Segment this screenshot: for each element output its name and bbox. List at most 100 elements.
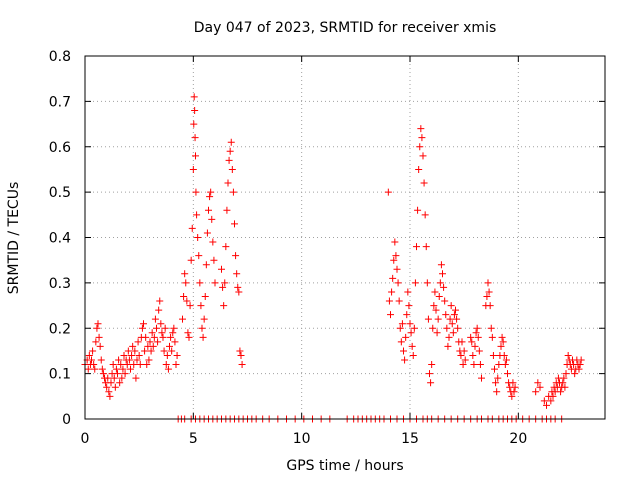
data-point — [223, 206, 231, 214]
data-point — [472, 329, 480, 337]
data-point — [97, 356, 105, 364]
data-point — [188, 224, 196, 232]
data-point — [431, 288, 439, 296]
data-point — [547, 397, 555, 405]
data-point — [576, 361, 584, 369]
data-point — [442, 311, 450, 319]
data-point — [105, 388, 113, 396]
data-point — [156, 297, 164, 305]
axis-ticks — [84, 55, 605, 420]
data-point — [195, 252, 203, 260]
x-tick-label: 10 — [293, 431, 311, 447]
data-point — [389, 274, 397, 282]
data-point — [454, 324, 462, 332]
data-point — [196, 279, 204, 287]
data-point — [155, 306, 163, 314]
data-point — [133, 356, 141, 364]
data-point — [229, 188, 237, 196]
data-point — [428, 361, 436, 369]
data-point — [395, 297, 403, 305]
data-point — [419, 152, 427, 160]
data-point — [457, 351, 465, 359]
data-point — [424, 315, 432, 323]
data-point — [132, 374, 140, 382]
data-point — [90, 361, 98, 369]
data-point — [467, 333, 475, 341]
data-point — [91, 365, 99, 373]
data-point — [436, 279, 444, 287]
y-tick-label: 0.2 — [49, 321, 71, 337]
data-point — [410, 324, 418, 332]
data-point — [221, 279, 229, 287]
data-point — [148, 329, 156, 337]
data-point — [536, 383, 544, 391]
data-point — [494, 374, 502, 382]
data-point — [437, 261, 445, 269]
data-point — [474, 333, 482, 341]
x-tick-label: 5 — [189, 431, 198, 447]
data-point — [145, 356, 153, 364]
data-point — [228, 165, 236, 173]
data-point — [511, 383, 519, 391]
data-point — [470, 361, 478, 369]
data-point — [146, 338, 154, 346]
data-point — [168, 347, 176, 355]
data-point — [414, 206, 422, 214]
data-point — [218, 265, 225, 273]
data-point — [128, 351, 136, 359]
data-point — [142, 333, 150, 341]
data-point — [452, 306, 459, 314]
data-point — [458, 338, 466, 346]
data-point — [121, 370, 129, 378]
y-tick-label: 0.3 — [49, 276, 71, 292]
data-point — [191, 134, 199, 142]
data-point — [151, 315, 159, 323]
data-point — [430, 302, 438, 310]
data-point — [173, 351, 181, 359]
data-point — [181, 270, 189, 278]
data-point — [415, 165, 423, 173]
data-point — [189, 165, 197, 173]
data-point — [111, 383, 119, 391]
y-tick-label: 0 — [62, 412, 71, 428]
data-point — [402, 333, 410, 341]
data-point — [203, 229, 211, 237]
data-point — [445, 333, 453, 341]
data-point — [422, 243, 430, 251]
data-point — [571, 370, 579, 378]
data-point — [158, 329, 166, 337]
data-point — [200, 315, 208, 323]
data-point — [398, 320, 406, 328]
data-point — [119, 365, 127, 373]
data-point — [499, 338, 507, 346]
data-point — [93, 324, 101, 332]
data-point — [103, 383, 111, 391]
data-point — [167, 333, 175, 341]
data-point — [485, 288, 493, 296]
data-point — [112, 365, 120, 373]
data-point — [450, 311, 458, 319]
data-point — [143, 361, 151, 369]
data-point — [423, 279, 431, 287]
data-point — [130, 361, 138, 369]
data-point — [224, 179, 232, 187]
data-point — [486, 302, 494, 310]
data-point — [557, 388, 565, 396]
data-point — [502, 356, 510, 364]
data-point — [443, 324, 451, 332]
data-point — [453, 315, 461, 323]
data-point — [404, 288, 412, 296]
data-point — [180, 292, 188, 300]
data-point — [95, 333, 103, 341]
data-point — [532, 388, 540, 396]
data-point — [448, 320, 456, 328]
x-tick-label: 0 — [81, 431, 90, 447]
data-point — [147, 347, 155, 355]
data-point — [197, 302, 205, 310]
data-point — [198, 324, 206, 332]
data-point — [171, 338, 179, 346]
data-point — [234, 283, 242, 291]
data-point — [387, 311, 394, 319]
data-point — [510, 388, 518, 396]
data-point — [109, 361, 117, 369]
